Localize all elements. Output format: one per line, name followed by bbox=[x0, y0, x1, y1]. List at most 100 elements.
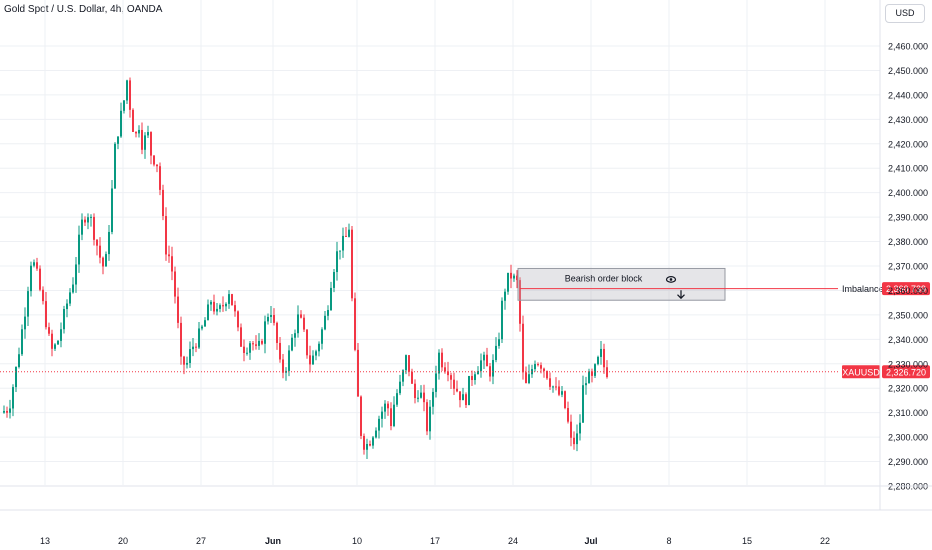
candle-up bbox=[402, 370, 404, 382]
candle-up bbox=[204, 320, 206, 327]
candle-down bbox=[135, 131, 137, 134]
candle-up bbox=[348, 229, 350, 237]
candle-up bbox=[597, 356, 599, 365]
candle-up bbox=[21, 329, 23, 355]
candle-down bbox=[351, 229, 353, 299]
candle-down bbox=[471, 376, 473, 381]
candle-down bbox=[549, 378, 551, 387]
candle-down bbox=[465, 394, 467, 406]
candle-down bbox=[519, 280, 521, 324]
candle-up bbox=[513, 275, 515, 279]
candle-down bbox=[183, 356, 185, 365]
candle-down bbox=[84, 219, 86, 223]
candle-up bbox=[81, 219, 83, 235]
y-tick-label: 2,430.000 bbox=[888, 115, 928, 125]
candle-down bbox=[423, 392, 425, 403]
candle-up bbox=[12, 387, 14, 409]
candle-down bbox=[141, 129, 143, 150]
last-price-label: 2,326.720 bbox=[886, 367, 926, 377]
candle-down bbox=[390, 408, 392, 427]
candle-up bbox=[225, 303, 227, 307]
annotations-group: Bearish order block Imbalance 2,360.739 XAU… bbox=[0, 267, 930, 379]
candle-up bbox=[117, 136, 119, 144]
y-tick-label: 2,420.000 bbox=[888, 139, 928, 149]
imbalance-price-label: 2,360.739 bbox=[886, 284, 926, 294]
candle-up bbox=[432, 391, 434, 407]
candle-up bbox=[333, 272, 335, 288]
candle-up bbox=[60, 329, 62, 341]
candle-down bbox=[276, 322, 278, 343]
x-tick-label: 17 bbox=[430, 536, 440, 546]
candle-up bbox=[90, 216, 92, 218]
imbalance-label: Imbalance bbox=[842, 284, 884, 294]
candle-up bbox=[483, 354, 485, 361]
candle-up bbox=[330, 287, 332, 310]
candle-up bbox=[264, 321, 266, 344]
candle-up bbox=[585, 383, 587, 386]
candle-down bbox=[237, 311, 239, 328]
candle-up bbox=[324, 315, 326, 330]
candle-up bbox=[138, 129, 140, 134]
candle-up bbox=[429, 406, 431, 432]
candle-down bbox=[156, 164, 158, 167]
candle-up bbox=[327, 309, 329, 316]
candle-down bbox=[39, 268, 41, 290]
candle-down bbox=[411, 371, 413, 384]
candle-down bbox=[408, 355, 410, 372]
order-block-box[interactable] bbox=[517, 267, 726, 301]
candle-up bbox=[120, 110, 122, 137]
candle-up bbox=[66, 303, 68, 310]
arrow-down-icon bbox=[677, 290, 685, 300]
y-tick-label: 2,290.000 bbox=[888, 457, 928, 467]
candle-down bbox=[537, 364, 539, 366]
candle-up bbox=[534, 364, 536, 370]
candle-up bbox=[3, 410, 5, 413]
candle-up bbox=[312, 355, 314, 365]
candle-down bbox=[240, 327, 242, 347]
y-tick-label: 2,310.000 bbox=[888, 408, 928, 418]
candle-down bbox=[165, 216, 167, 255]
candle-up bbox=[294, 333, 296, 338]
candle-down bbox=[213, 301, 215, 312]
candle-up bbox=[381, 411, 383, 419]
candle-down bbox=[558, 386, 560, 395]
candle-up bbox=[438, 352, 440, 374]
y-tick-label: 2,450.000 bbox=[888, 66, 928, 76]
candle-down bbox=[540, 365, 542, 369]
candle-up bbox=[198, 328, 200, 348]
symbol-label: XAUUSD bbox=[842, 367, 880, 377]
candle-down bbox=[369, 443, 371, 446]
candle-down bbox=[153, 155, 155, 165]
y-tick-label: 2,410.000 bbox=[888, 164, 928, 174]
candle-up bbox=[114, 143, 116, 189]
candle-up bbox=[24, 316, 26, 330]
candle-up bbox=[492, 359, 494, 377]
candle-down bbox=[570, 421, 572, 438]
currency-button[interactable]: USD bbox=[885, 4, 925, 23]
candle-up bbox=[87, 217, 89, 223]
candle-up bbox=[15, 366, 17, 388]
candle-up bbox=[495, 345, 497, 360]
candle-up bbox=[339, 250, 341, 252]
candle-up bbox=[582, 385, 584, 423]
candle-up bbox=[474, 374, 476, 381]
candle-down bbox=[567, 408, 569, 422]
candle-up bbox=[186, 362, 188, 365]
candle-down bbox=[243, 346, 245, 353]
y-tick-label: 2,390.000 bbox=[888, 213, 928, 223]
candle-up bbox=[207, 304, 209, 321]
candle-up bbox=[576, 433, 578, 445]
candle-up bbox=[468, 376, 470, 406]
candle-down bbox=[543, 368, 545, 372]
candle-down bbox=[450, 375, 452, 380]
y-tick-label: 2,400.000 bbox=[888, 188, 928, 198]
candle-up bbox=[69, 292, 71, 304]
eye-icon[interactable] bbox=[665, 276, 677, 283]
imbalance-price-tag bbox=[882, 282, 930, 296]
y-tick-label: 2,330.000 bbox=[888, 359, 928, 369]
candle-down bbox=[306, 329, 308, 356]
candle-down bbox=[48, 327, 50, 334]
candle-down bbox=[360, 396, 362, 436]
candle-down bbox=[255, 344, 257, 346]
